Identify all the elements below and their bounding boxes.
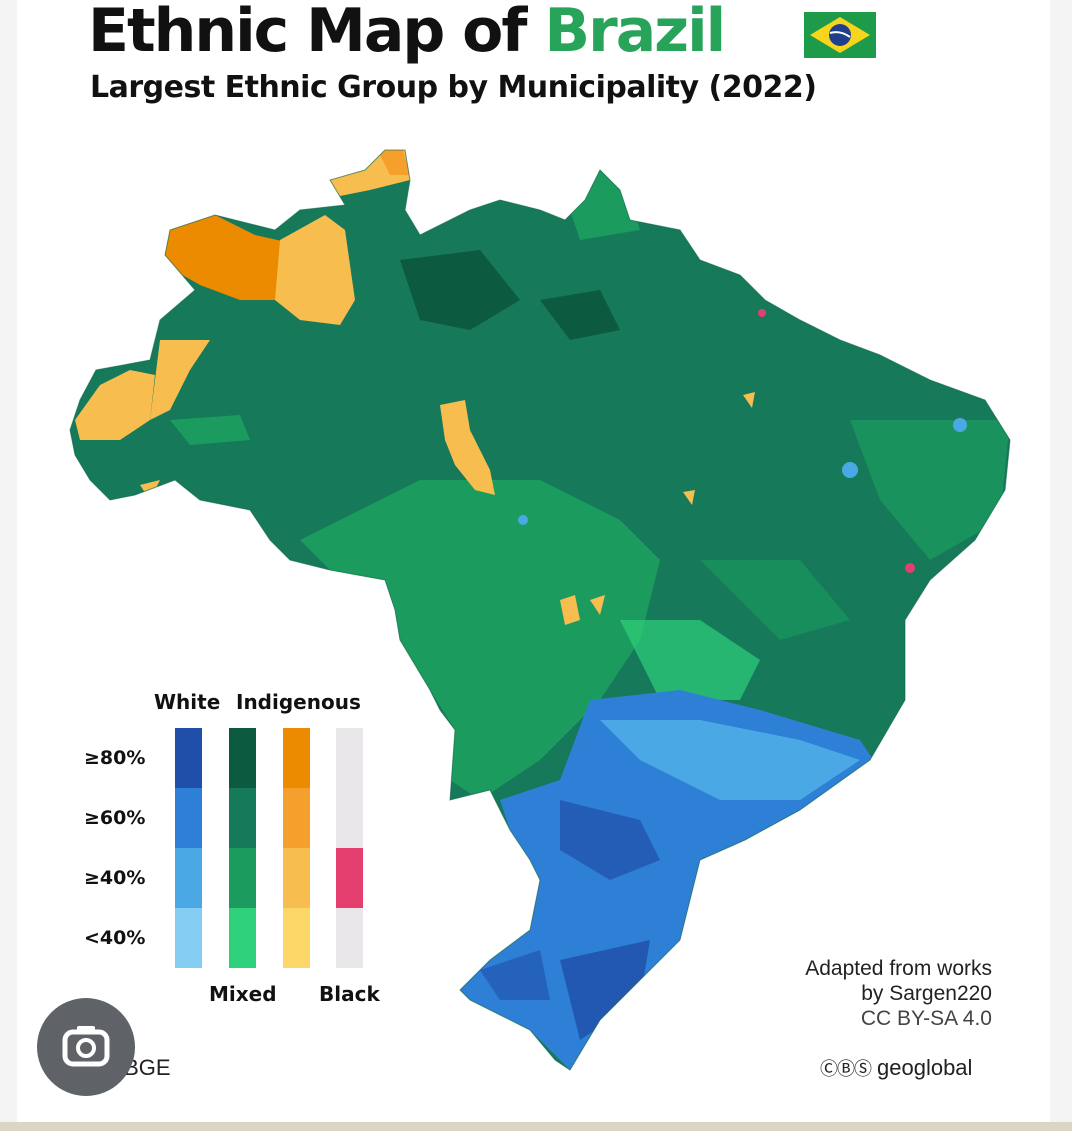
- legend-threshold-40: ≥40%: [84, 867, 146, 889]
- region-bahia: [700, 560, 850, 640]
- bottom-strip: [0, 1122, 1072, 1131]
- region-indigenous-40-d: [150, 340, 210, 420]
- legend-swatch-mixed-0: [229, 728, 256, 788]
- region-white-80: [560, 800, 660, 880]
- legend-threshold-80: ≥80%: [84, 747, 146, 769]
- legend-label-black: Black: [319, 982, 380, 1006]
- region-mixed-40-c: [560, 150, 640, 240]
- legend-swatch-indigenous-0: [283, 728, 310, 788]
- region-indigenous-40-c: [75, 370, 155, 440]
- legend-swatch-white-2: [175, 848, 202, 908]
- region-white-80-b: [560, 940, 650, 1040]
- camera-search-icon[interactable]: [37, 998, 135, 1096]
- legend-threshold-lt40: <40%: [84, 927, 146, 949]
- legend-swatch-white-0: [175, 728, 202, 788]
- legend-label-indigenous: Indigenous: [236, 690, 361, 714]
- legend-label-white: White: [154, 690, 221, 714]
- region-white-spot-c: [518, 515, 528, 525]
- legend-swatch-black-2: [336, 848, 363, 908]
- legend-swatch-mixed-3: [229, 908, 256, 968]
- legend-swatch-white-1: [175, 788, 202, 848]
- region-indigenous-40-f: [560, 595, 580, 625]
- region-indigenous-40-j: [683, 490, 695, 505]
- legend-threshold-60: ≥60%: [84, 807, 146, 829]
- region-indigenous-40-e: [440, 400, 495, 495]
- region-black-40-b: [758, 309, 766, 317]
- region-white-spot-b: [953, 418, 967, 432]
- legend-swatch-black-0: [336, 728, 363, 788]
- region-black-40: [905, 563, 915, 573]
- legend-swatch-mixed-2: [229, 848, 256, 908]
- credit-license: CC BY-SA 4.0: [860, 1007, 992, 1030]
- legend-swatch-indigenous-1: [283, 788, 310, 848]
- legend-swatch-black-1: [336, 788, 363, 848]
- legend-swatch-indigenous-3: [283, 908, 310, 968]
- credit-block: Adapted from works by Sargen220 CC BY-SA…: [805, 956, 992, 1031]
- brand-footer: ⒸⒷⓈ geoglobal: [820, 1055, 972, 1081]
- legend-swatch-black-3: [336, 908, 363, 968]
- region-mixed-lt40: [620, 620, 760, 700]
- region-mixed-80: [400, 250, 520, 330]
- legend-swatch-indigenous-2: [283, 848, 310, 908]
- region-mixed-40-b: [170, 415, 250, 445]
- subtitle: Largest Ethnic Group by Municipality (20…: [90, 70, 817, 105]
- cc-license-icon: ⒸⒷⓈ: [820, 1059, 872, 1079]
- region-mixed-80-b: [540, 290, 620, 340]
- region-indigenous-40: [275, 215, 355, 325]
- brazil-flag-icon: [804, 12, 876, 58]
- legend-swatch-white-3: [175, 908, 202, 968]
- legend-swatch-mixed-1: [229, 788, 256, 848]
- brazil-outline: [69, 149, 1011, 1071]
- credit-line-1: Adapted from works: [805, 957, 992, 980]
- region-indigenous-40-i: [743, 392, 755, 408]
- region-white-spot: [842, 462, 858, 478]
- page-title: Ethnic Map of Brazil: [88, 0, 726, 66]
- brand-name: geoglobal: [877, 1055, 973, 1080]
- credit-line-2: by Sargen220: [861, 982, 992, 1005]
- region-indigenous-60: [375, 150, 410, 175]
- region-white-40: [600, 720, 860, 800]
- region-white-80-c: [480, 950, 550, 1000]
- region-northeast-coast: [850, 420, 1010, 560]
- title-accent: Brazil: [544, 0, 726, 66]
- region-indigenous-40-g: [590, 595, 605, 615]
- region-mixed-40: [300, 480, 660, 800]
- legend-label-mixed: Mixed: [209, 982, 277, 1006]
- region-indigenous-80: [160, 215, 305, 300]
